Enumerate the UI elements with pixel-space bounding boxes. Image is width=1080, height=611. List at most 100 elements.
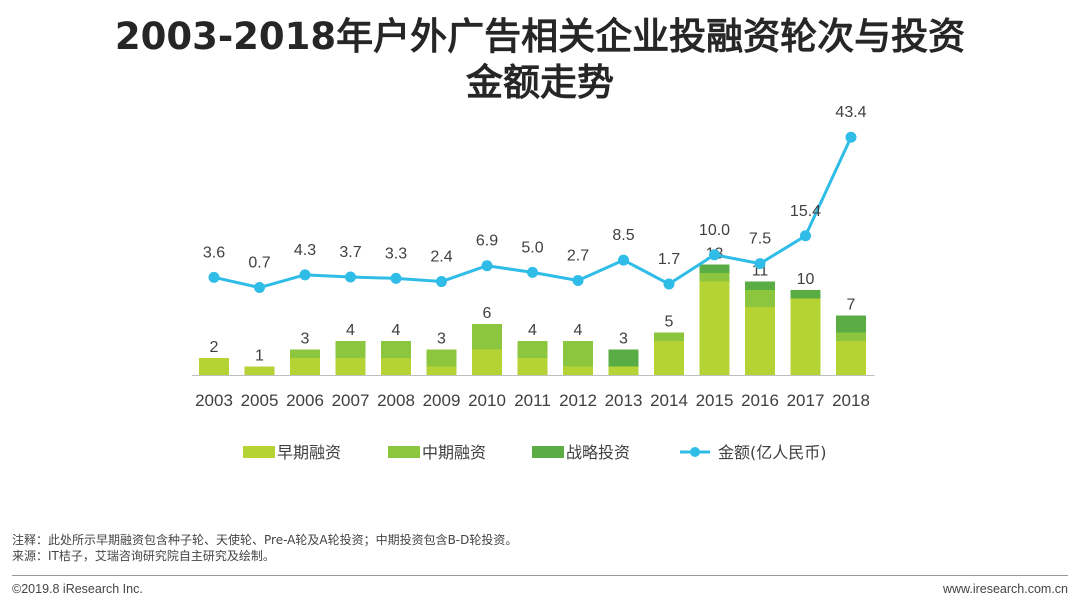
x-tick-label-2011: 2011 xyxy=(514,391,551,410)
amount-point-2012 xyxy=(572,274,584,286)
bar-total-label-2011: 4 xyxy=(528,322,537,339)
x-tick-label-2010: 2010 xyxy=(468,391,506,410)
chart-title-line-1: 2003-2018年户外广告相关企业投融资轮次与投资 xyxy=(114,15,966,58)
bar-early-2011 xyxy=(517,358,548,375)
x-tick-label-2006: 2006 xyxy=(286,391,324,410)
amount-label-2007: 3.7 xyxy=(339,244,361,261)
bar-mid-2012 xyxy=(563,341,593,367)
website-link[interactable]: www.iresearch.com.cn xyxy=(942,582,1068,596)
bar-early-2017 xyxy=(790,298,821,375)
bar-early-2018 xyxy=(836,341,866,375)
x-tick-label-2003: 2003 xyxy=(195,391,233,410)
amount-point-2015 xyxy=(709,249,720,261)
bar-total-label-2007: 4 xyxy=(346,322,355,339)
bar-early-2016 xyxy=(745,307,775,375)
x-tick-label-2018: 2018 xyxy=(832,391,870,410)
legend-swatch-early xyxy=(243,446,275,458)
bar-total-label-2008: 4 xyxy=(392,322,401,339)
amount-label-2010: 6.9 xyxy=(476,233,498,250)
legend-label-mid: 中期融资 xyxy=(422,443,486,462)
x-tick-label-2017: 2017 xyxy=(787,391,825,410)
amount-label-2018: 43.4 xyxy=(835,104,866,121)
bar-total-label-2014: 5 xyxy=(665,314,674,331)
amount-point-2009 xyxy=(436,276,447,288)
amount-point-2006 xyxy=(299,269,311,281)
amount-point-2010 xyxy=(481,260,493,272)
bar-total-label-2012: 4 xyxy=(574,322,583,339)
amount-point-2013 xyxy=(618,254,629,266)
bar-early-2006 xyxy=(290,358,320,375)
amount-label-2013: 8.5 xyxy=(612,227,634,244)
x-tick-label-2015: 2015 xyxy=(696,391,734,410)
chart-title: 2003-2018年户外广告相关企业投融资轮次与投资 金额走势 xyxy=(0,14,1080,106)
legend-swatch-amount-point xyxy=(690,447,700,457)
bar-early-2009 xyxy=(426,366,457,375)
legend-label-strategic: 战略投资 xyxy=(566,443,630,462)
bar-strategic-2017 xyxy=(790,290,821,299)
legend-swatch-mid xyxy=(388,446,420,458)
amount-point-2005 xyxy=(254,282,265,294)
amount-label-2015: 10.0 xyxy=(699,222,730,239)
bar-early-2012 xyxy=(563,366,593,375)
x-tick-label-2005: 2005 xyxy=(241,391,279,410)
bar-total-label-2006: 3 xyxy=(301,331,310,348)
bar-mid-2014 xyxy=(654,332,684,341)
amount-point-2011 xyxy=(527,266,538,278)
x-tick-label-2007: 2007 xyxy=(332,391,370,410)
amount-point-2008 xyxy=(390,272,402,284)
amount-label-2016: 7.5 xyxy=(749,231,771,248)
bar-early-2014 xyxy=(654,341,684,375)
chart-title-line-2: 金额走势 xyxy=(466,61,614,104)
x-tick-label-2012: 2012 xyxy=(559,391,597,410)
bar-strategic-2015 xyxy=(699,264,730,273)
x-tick-label-2013: 2013 xyxy=(605,391,643,410)
amount-label-2009: 2.4 xyxy=(430,249,452,266)
bar-mid-2010 xyxy=(472,324,502,350)
bar-early-2008 xyxy=(381,358,411,375)
amount-label-2011: 5.0 xyxy=(521,239,543,256)
bar-mid-2008 xyxy=(381,341,411,358)
amount-point-2007 xyxy=(345,271,356,283)
bar-total-label-2013: 3 xyxy=(619,331,628,348)
bar-early-2003 xyxy=(199,358,229,375)
legend-label-early: 早期融资 xyxy=(277,443,341,462)
source-text: 来源：IT桔子，艾瑞咨询研究院自主研究及绘制。 xyxy=(12,549,275,563)
bar-mid-2015 xyxy=(699,273,730,282)
bar-mid-2006 xyxy=(290,349,320,358)
amount-label-2012: 2.7 xyxy=(567,247,589,264)
bar-total-label-2010: 6 xyxy=(483,305,492,322)
bar-total-label-2018: 7 xyxy=(847,297,856,314)
amount-point-2016 xyxy=(754,258,766,270)
footer-divider xyxy=(12,575,1068,576)
amount-label-2014: 1.7 xyxy=(658,251,680,268)
amount-label-2003: 3.6 xyxy=(203,244,225,261)
bar-total-label-2003: 2 xyxy=(210,339,219,356)
amount-point-2017 xyxy=(800,230,811,242)
bar-mid-2009 xyxy=(426,349,457,367)
bar-mid-2016 xyxy=(745,290,775,307)
bar-total-label-2005: 1 xyxy=(255,348,264,365)
bar-mid-2018 xyxy=(836,332,866,341)
amount-label-2017: 15.4 xyxy=(790,203,821,220)
legend-label-amount: 金额(亿人民币) xyxy=(718,443,827,462)
x-tick-label-2009: 2009 xyxy=(423,391,461,410)
amount-point-2014 xyxy=(663,278,675,290)
bar-early-2010 xyxy=(472,349,502,375)
x-tick-label-2014: 2014 xyxy=(650,391,688,410)
legend-swatch-strategic xyxy=(532,446,564,458)
bar-early-2007 xyxy=(335,358,366,375)
copyright-text: ©2019.8 iResearch Inc. xyxy=(12,582,143,596)
bar-strategic-2013 xyxy=(608,349,639,367)
bar-strategic-2018 xyxy=(836,315,866,333)
bar-early-2005 xyxy=(244,366,275,375)
amount-label-2005: 0.7 xyxy=(248,255,270,272)
amount-label-2008: 3.3 xyxy=(385,245,407,262)
bar-total-label-2009: 3 xyxy=(437,331,446,348)
x-tick-label-2008: 2008 xyxy=(377,391,415,410)
bar-early-2015 xyxy=(699,281,730,375)
bar-strategic-2016 xyxy=(745,281,775,290)
bar-mid-2007 xyxy=(335,341,366,358)
bar-total-label-2017: 10 xyxy=(797,271,815,288)
amount-point-2003 xyxy=(208,271,220,283)
